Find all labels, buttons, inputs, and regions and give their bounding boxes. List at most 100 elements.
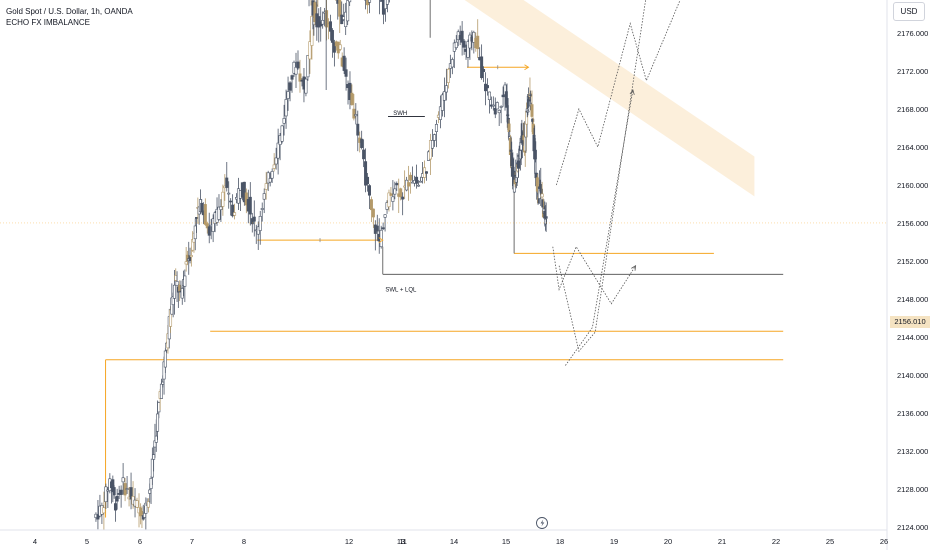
candle-body <box>313 2 317 22</box>
candle-body <box>495 102 499 110</box>
candle-body <box>148 489 152 494</box>
candle-body <box>391 196 395 202</box>
candle-body <box>203 204 207 225</box>
candle-body <box>338 0 342 17</box>
candle-body <box>454 41 458 48</box>
price-tick-label: 2148.000 <box>897 295 928 304</box>
candle-body <box>516 160 520 169</box>
candle-body <box>272 164 276 169</box>
candle-body <box>217 206 221 220</box>
candle-body <box>460 30 464 43</box>
candle-body <box>172 284 176 299</box>
candle-body <box>369 199 373 211</box>
candle-body <box>332 42 336 53</box>
candle-body <box>530 104 534 117</box>
current-price-label: 2156.010 <box>890 316 930 328</box>
time-tick-label: 13 <box>397 537 405 546</box>
candle-body <box>507 123 511 132</box>
candle-body <box>152 454 156 460</box>
price-tick-label: 2172.000 <box>897 67 928 76</box>
candle-body <box>344 69 348 77</box>
time-tick-label: 4 <box>33 537 37 546</box>
candle-body <box>183 275 187 287</box>
candle-body <box>393 188 397 195</box>
candle-body <box>227 192 231 195</box>
level-arrowhead <box>378 237 384 243</box>
candle-body <box>233 212 237 216</box>
time-tick-label: 15 <box>502 537 510 546</box>
candle-body <box>219 206 223 210</box>
candle-body <box>193 225 197 240</box>
candle-body <box>368 0 372 3</box>
candle-body <box>430 140 434 149</box>
projection-arrowhead <box>631 264 637 271</box>
lightning-icon[interactable] <box>536 517 548 529</box>
projection-path <box>556 0 681 186</box>
price-tick-label: 2156.000 <box>897 219 928 228</box>
candle-body <box>121 477 125 483</box>
candle-body <box>268 178 272 183</box>
candle-body <box>321 19 325 25</box>
price-tick-label: 2152.000 <box>897 257 928 266</box>
candle-body <box>96 514 100 520</box>
candle-body <box>140 511 144 515</box>
candle-body <box>356 123 360 136</box>
time-tick-label: 19 <box>610 537 618 546</box>
candle-body <box>352 108 356 119</box>
candle-body <box>348 0 352 3</box>
projection-path <box>552 245 636 305</box>
candle-body <box>175 281 179 286</box>
candle-body <box>163 350 167 368</box>
time-tick-label: 6 <box>138 537 142 546</box>
candle-body <box>298 73 302 82</box>
candle-body <box>383 214 387 218</box>
candle-body <box>159 383 163 399</box>
candle-body <box>428 140 432 160</box>
candle-body <box>205 223 209 229</box>
candle-body <box>497 110 501 114</box>
candle-body <box>262 193 266 200</box>
currency-selector[interactable]: USD <box>893 2 925 21</box>
candle-body <box>506 114 510 117</box>
candle-body <box>154 435 158 443</box>
candle-body <box>135 500 139 508</box>
candle-body <box>434 124 438 132</box>
symbol-title[interactable]: Gold Spot / U.S. Dollar, 1h, OANDA <box>6 7 133 16</box>
price-tick-label: 2160.000 <box>897 181 928 190</box>
candle-body <box>360 138 364 148</box>
candle-body <box>419 180 423 183</box>
candle-body <box>119 489 123 495</box>
price-tick-label: 2144.000 <box>897 333 928 342</box>
candle-body <box>284 99 288 117</box>
candle-body <box>529 94 533 96</box>
candle-body <box>112 487 116 496</box>
candle-body <box>290 75 294 80</box>
candle-body <box>389 193 393 196</box>
candle-body <box>462 40 466 48</box>
candle-body <box>274 157 278 165</box>
time-tick-label: 21 <box>718 537 726 546</box>
candle-body <box>242 181 246 203</box>
candle-body <box>157 402 161 413</box>
candle-body <box>485 85 489 89</box>
supply-zone <box>464 0 755 197</box>
candle-body <box>338 44 342 50</box>
projection-paths <box>552 0 681 366</box>
candle-body <box>150 458 154 478</box>
time-tick-label: 20 <box>664 537 672 546</box>
candle-body <box>294 66 298 75</box>
candle-body <box>248 196 252 215</box>
price-tick-label: 2140.000 <box>897 371 928 380</box>
candle-body <box>375 225 379 232</box>
candle-body <box>476 35 480 50</box>
candle-body <box>231 204 235 217</box>
candle-body <box>348 82 352 101</box>
time-tick-label: 11 <box>399 537 407 546</box>
price-tick-label: 2136.000 <box>897 409 928 418</box>
time-tick-label: 7 <box>190 537 194 546</box>
candle-body <box>180 288 184 299</box>
indicator-name[interactable]: ECHO FX IMBALANCE <box>6 18 91 27</box>
candle-body <box>415 176 419 184</box>
candle-body <box>288 82 292 91</box>
